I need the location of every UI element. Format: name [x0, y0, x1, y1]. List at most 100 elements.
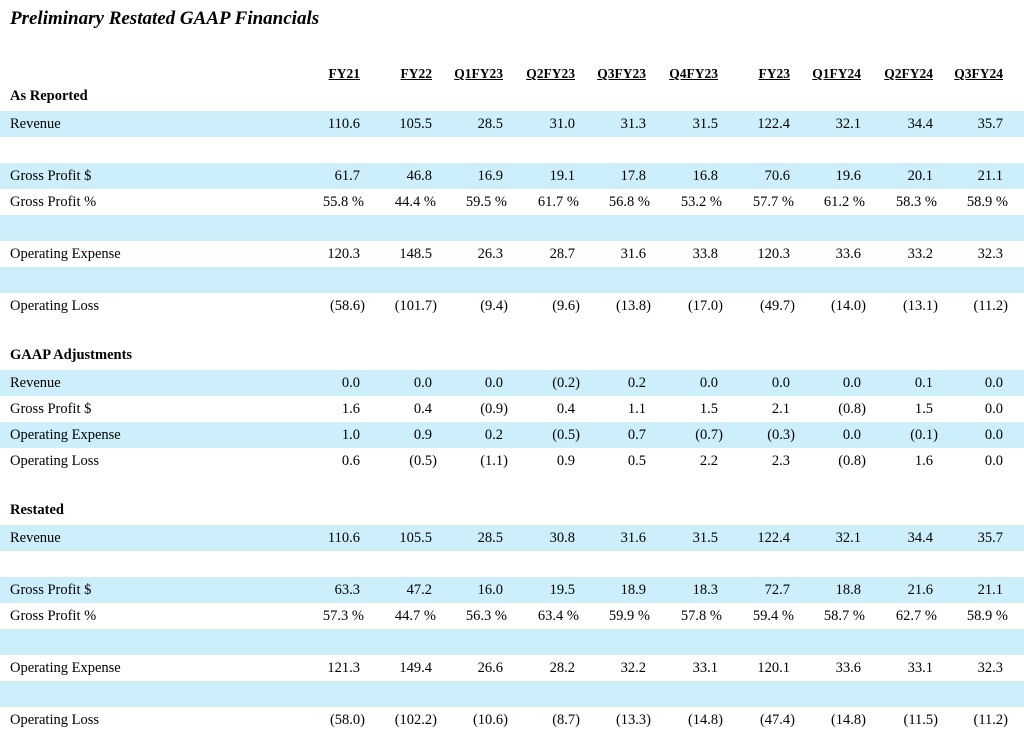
table-cell: 63.3	[334, 582, 360, 598]
table-cell: 35.7	[977, 116, 1003, 132]
row-label: Operating Expense	[10, 660, 121, 676]
table-cell: 58.9 %	[966, 194, 1008, 210]
table-cell: (0.1)	[910, 427, 938, 443]
column-header: FY21	[328, 66, 361, 81]
table-cell: (11.2)	[973, 298, 1009, 314]
table-row: Operating Loss (58.6) (101.7) (9.4) (9.6) (13…	[0, 293, 1024, 319]
table-cell: 0.0	[984, 375, 1003, 391]
table-cell: (11.2)	[973, 712, 1009, 728]
table-cell: 19.6	[835, 168, 861, 184]
table-cell: 0.0	[984, 453, 1003, 469]
table-cell: 17.8	[620, 168, 646, 184]
table-cell: 61.7	[334, 168, 360, 184]
table-row: Revenue 110.6 105.5 28.5 30.8 31.6 31.5 122.4 32…	[0, 525, 1024, 551]
table-cell: 1.6	[914, 453, 933, 469]
table-cell: (58.6)	[329, 298, 365, 314]
table-row: Gross Profit $ 63.3 47.2 16.0 19.5 18.9 18.3 72…	[0, 577, 1024, 603]
table-cell: 18.9	[620, 582, 646, 598]
row-label: Revenue	[10, 530, 61, 546]
table-cell: (49.7)	[759, 298, 795, 314]
table-cell: 0.4	[556, 401, 575, 417]
table-cell: (47.4)	[759, 712, 795, 728]
table-cell: (1.1)	[480, 453, 508, 469]
table-cell: 61.2 %	[823, 194, 865, 210]
table-cell: 58.3 %	[895, 194, 937, 210]
table-cell: 59.4 %	[752, 608, 794, 624]
table-cell: 53.2 %	[680, 194, 722, 210]
table-cell: 34.4	[907, 116, 933, 132]
row-label: Operating Expense	[10, 246, 121, 262]
section-title-gaap-adjustments: GAAP Adjustments	[10, 347, 133, 363]
table-cell: 16.8	[692, 168, 718, 184]
section-title-restated: Restated	[10, 502, 64, 518]
column-header: Q1FY23	[454, 66, 503, 81]
column-header: Q2FY24	[884, 66, 933, 81]
table-cell: (0.5)	[409, 453, 437, 469]
row-label: Gross Profit $	[10, 168, 92, 184]
table-cell: 55.8 %	[322, 194, 364, 210]
table-cell: 32.1	[835, 530, 861, 546]
table-cell: 110.6	[327, 116, 360, 132]
table-cell: (0.5)	[552, 427, 580, 443]
table-cell: 2.2	[699, 453, 718, 469]
table-cell: 28.2	[549, 660, 575, 676]
table-cell: 0.2	[627, 375, 646, 391]
table-cell: 57.3 %	[322, 608, 364, 624]
column-header: FY23	[758, 66, 791, 81]
table-cell: 33.1	[907, 660, 933, 676]
table-cell: 44.7 %	[394, 608, 436, 624]
row-label: Gross Profit $	[10, 401, 92, 417]
table-cell: (9.6)	[552, 298, 580, 314]
table-cell: 120.3	[327, 246, 360, 262]
table-row: Operating Loss (58.0) (102.2) (10.6) (8.7) (1…	[0, 707, 1024, 733]
table-cell: 20.1	[907, 168, 933, 184]
table-cell: 0.9	[413, 427, 432, 443]
table-cell: 120.1	[757, 660, 790, 676]
table-cell: 26.6	[477, 660, 503, 676]
table-cell: 18.8	[835, 582, 861, 598]
table-cell: 59.5 %	[465, 194, 507, 210]
table-cell: 28.5	[477, 530, 503, 546]
table-cell: 33.6	[835, 246, 861, 262]
table-cell: 0.1	[914, 375, 933, 391]
table-cell: 31.0	[549, 116, 575, 132]
column-header: Q4FY23	[669, 66, 718, 81]
table-cell: 0.0	[984, 401, 1003, 417]
table-cell: 0.4	[413, 401, 432, 417]
table-cell: (8.7)	[552, 712, 580, 728]
table-cell: 19.5	[549, 582, 575, 598]
table-cell: 56.8 %	[608, 194, 650, 210]
column-header-row: FY21 FY22 Q1FY23 Q2FY23 Q3FY23 Q4FY23 FY…	[0, 64, 1024, 86]
table-cell: 32.3	[977, 660, 1003, 676]
spacer-row	[0, 681, 1024, 707]
table-row: Gross Profit % 57.3 % 44.7 % 56.3 % 63.4 % 59…	[0, 603, 1024, 629]
table-cell: 32.3	[977, 246, 1003, 262]
row-label: Operating Loss	[10, 298, 99, 314]
table-cell: 1.0	[341, 427, 360, 443]
table-cell: 149.4	[399, 660, 432, 676]
table-cell: 1.1	[627, 401, 646, 417]
table-row: Operating Expense 121.3 149.4 26.6 28.2 32.2 3…	[0, 655, 1024, 681]
table-cell: 44.4 %	[394, 194, 436, 210]
table-cell: 31.5	[692, 116, 718, 132]
row-label: Revenue	[10, 375, 61, 391]
table-cell: 0.5	[627, 453, 646, 469]
table-cell: 105.5	[399, 530, 432, 546]
table-cell: 0.0	[484, 375, 503, 391]
row-label: Gross Profit $	[10, 582, 92, 598]
table-cell: 30.8	[549, 530, 575, 546]
column-header: Q3FY24	[954, 66, 1003, 81]
row-label: Operating Loss	[10, 453, 99, 469]
table-row: Gross Profit $ 61.7 46.8 16.9 19.1 17.8 16.8 70…	[0, 163, 1024, 189]
table-cell: 28.7	[549, 246, 575, 262]
table-cell: 33.2	[907, 246, 933, 262]
row-label: Revenue	[10, 116, 61, 132]
table-cell: 110.6	[327, 530, 360, 546]
table-cell: (0.2)	[552, 375, 580, 391]
table-cell: 34.4	[907, 530, 933, 546]
table-cell: 1.6	[341, 401, 360, 417]
table-cell: 58.7 %	[823, 608, 865, 624]
table-cell: 32.2	[620, 660, 646, 676]
table-cell: 33.8	[692, 246, 718, 262]
table-cell: 122.4	[757, 116, 790, 132]
